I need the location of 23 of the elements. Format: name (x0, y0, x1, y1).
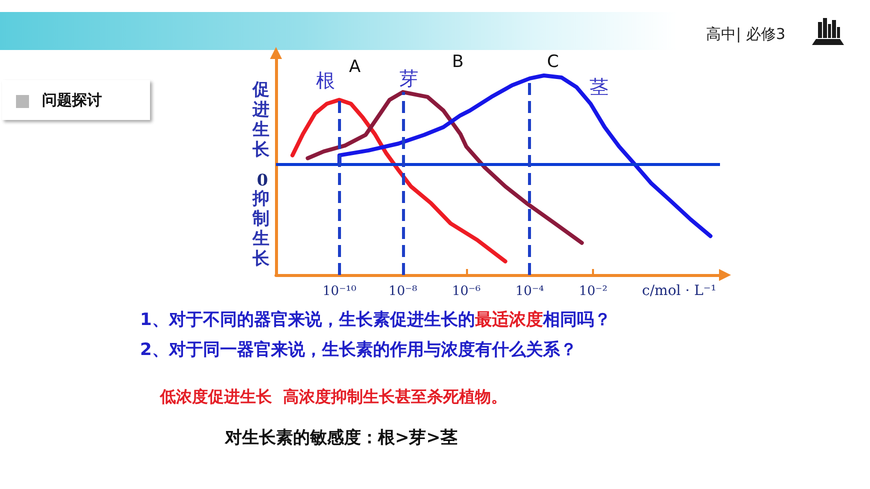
x-tick-label: 10⁻⁶ (452, 284, 481, 299)
x-tick-label: 10⁻¹⁰ (322, 284, 356, 299)
text: 抑制生长 (251, 189, 270, 269)
x-tick-label: 10⁻⁴ (515, 284, 544, 299)
series-label: 根 (316, 70, 335, 92)
text: 低浓度促进生长 高浓度抑制生长甚至杀死植物。 (160, 387, 508, 406)
y-axis-title: 促进生长 (251, 80, 270, 160)
text: 问题探讨 (42, 91, 102, 110)
x-axis-title: c/mol · L⁻¹ (642, 283, 716, 299)
ref-line-label: 0 (256, 170, 268, 190)
series-label: 芽 (399, 68, 418, 90)
text: 最适浓度 (474, 310, 543, 330)
text: 高中| 必修3 (706, 25, 786, 43)
text: 2、对于同一器官来说，生长素的作用与浓度有什么关系？ (140, 340, 577, 360)
x-tick-label: 10⁻² (578, 284, 608, 299)
text: 1、对于不同的器官来说，生长素促进生长的 (140, 310, 475, 330)
text: B (452, 52, 464, 72)
text: 对生长素的敏感度：根>芽>茎 (225, 428, 458, 448)
annotation: A (349, 57, 361, 77)
series-label: 茎 (589, 76, 608, 99)
text: 相同吗？ (542, 310, 611, 330)
text: C (547, 52, 559, 72)
x-tick-label: 10⁻⁸ (388, 284, 418, 299)
